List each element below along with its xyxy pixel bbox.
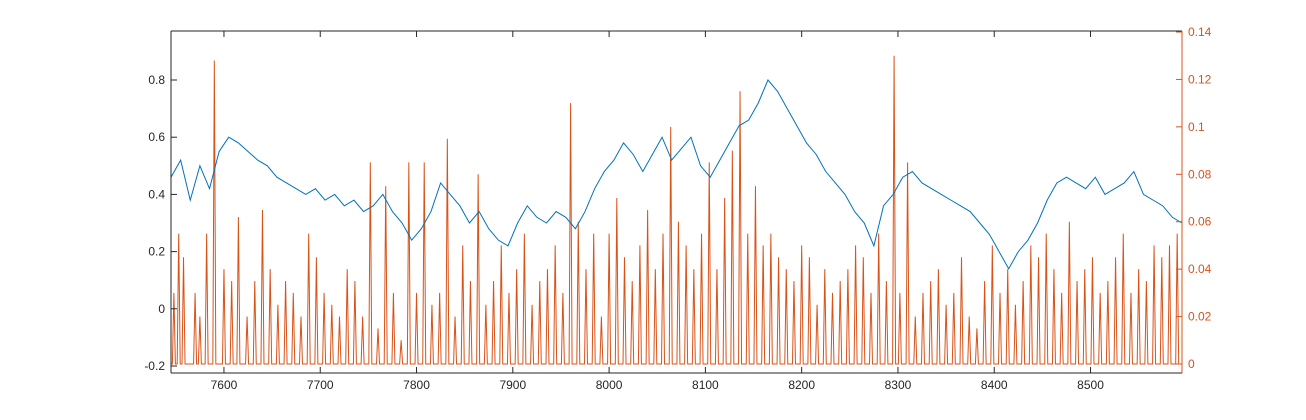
- series-left-line: [170, 79, 1183, 270]
- x-tick-label: 7700: [307, 378, 334, 392]
- y-left-tick-label: 0: [158, 302, 165, 316]
- y-right-tick-label: 0.02: [1188, 310, 1212, 324]
- x-tick-label: 8200: [788, 378, 815, 392]
- y-left-tick-label: -0.2: [144, 359, 165, 373]
- y-right-tick-label: 0.06: [1188, 215, 1212, 229]
- series-right-path: [171, 55, 1182, 365]
- y-axis-right: 0 0.02 0.04 0.06 0.08 0.1 0.12 0.14: [1176, 25, 1212, 373]
- x-tick-label: 7600: [211, 378, 238, 392]
- plot-frame: [171, 30, 1182, 373]
- x-axis: 7600 7700 7800 7900 8000 8100 8200 8300 8400 8500: [171, 31, 1182, 392]
- plot-background: [171, 31, 1182, 373]
- y-left-tick-label: 0.8: [148, 73, 165, 87]
- x-tick-label: 8500: [1077, 378, 1104, 392]
- y-left-tick-label: 0.4: [148, 187, 165, 201]
- x-tick-label: 7900: [499, 378, 526, 392]
- series-right-line: [171, 55, 1182, 365]
- x-tick-label: 8400: [981, 378, 1008, 392]
- y-axis-left: -0.2 0 0.2 0.4 0.6 0.8: [144, 31, 177, 373]
- y-left-tick-label: 0.6: [148, 130, 165, 144]
- x-tick-label: 8100: [692, 378, 719, 392]
- y-right-tick-label: 0: [1188, 357, 1195, 371]
- y-right-tick-label: 0.1: [1188, 120, 1205, 134]
- x-tick-label: 7800: [403, 378, 430, 392]
- y-left-tick-label: 0.2: [148, 245, 165, 259]
- y-right-tick-label: 0.12: [1188, 72, 1212, 86]
- x-tick-label: 8000: [596, 378, 623, 392]
- y-right-tick-label: 0.04: [1188, 262, 1212, 276]
- y-right-tick-label: 0.08: [1188, 167, 1212, 181]
- y-right-tick-label: 0.14: [1188, 25, 1212, 39]
- x-tick-label: 8300: [885, 378, 912, 392]
- series-left-path: [170, 79, 1183, 270]
